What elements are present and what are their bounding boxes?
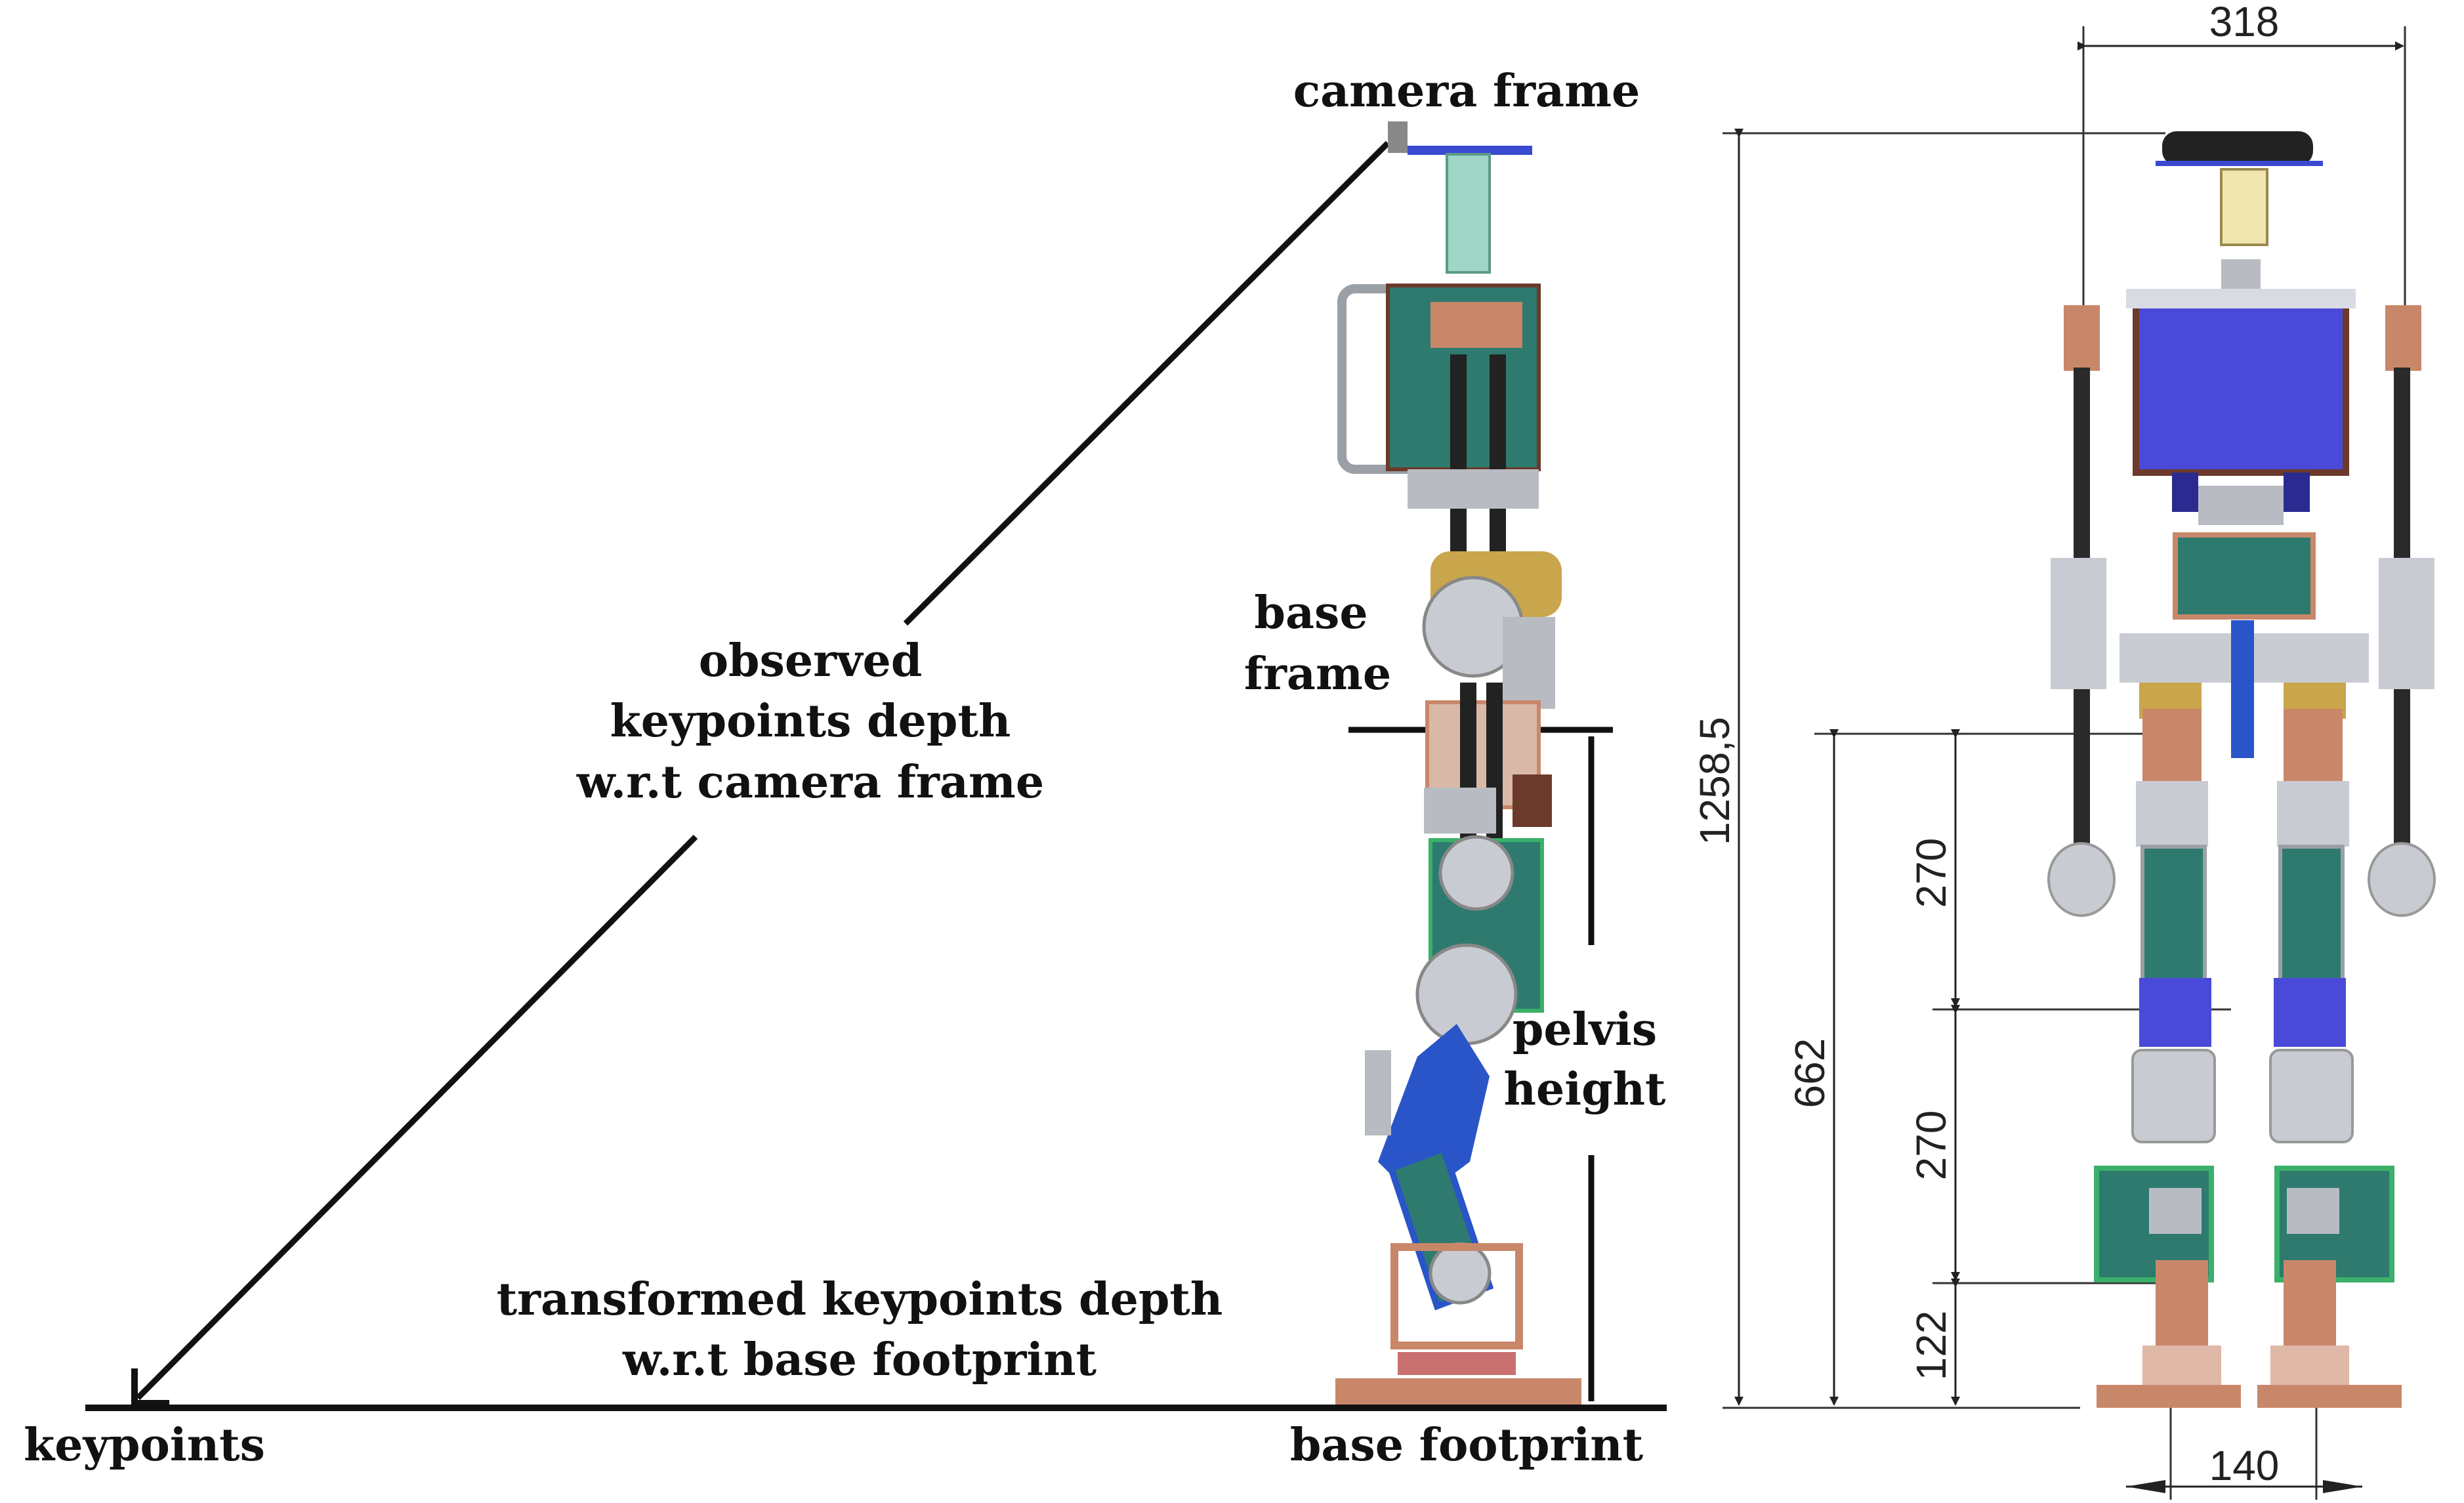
observed-ray-upper — [903, 140, 1390, 626]
pelvis-height-label-1: pelvis — [1513, 1004, 1657, 1056]
base-frame-label-2: frame — [1244, 648, 1391, 700]
dim-122: 122 — [1908, 1311, 1955, 1381]
side-view: camera frame observed keypoints depth w.… — [24, 65, 1667, 1471]
keypoints-label: keypoints — [24, 1419, 265, 1471]
transformed-label-1: transformed keypoints depth — [497, 1273, 1223, 1326]
dim-662: 662 — [1786, 1038, 1833, 1109]
ray-arrow-head — [131, 1368, 169, 1407]
dim-270-upper: 270 — [1908, 838, 1955, 908]
front-view: 318 1258,5 662 270 270 122 140 — [1691, 0, 2436, 1500]
dim-140: 140 — [2209, 1442, 2280, 1489]
observed-label-3: w.r.t camera frame — [576, 756, 1044, 809]
pelvis-height-label-2: height — [1504, 1063, 1667, 1116]
robot-front-view — [2047, 131, 2436, 1408]
robot-side-view — [1335, 121, 1581, 1405]
dim-270-lower: 270 — [1908, 1111, 1955, 1181]
dim-318: 318 — [2209, 0, 2280, 45]
dim-1258-5: 1258,5 — [1691, 717, 1738, 845]
base-frame-label-1: base — [1254, 587, 1368, 639]
base-footprint-label: base footprint — [1290, 1419, 1644, 1471]
camera-frame-label: camera frame — [1293, 65, 1640, 117]
observed-label-2: keypoints depth — [610, 695, 1011, 748]
observed-ray-lower — [135, 834, 698, 1401]
transformed-label-2: w.r.t base footprint — [622, 1334, 1097, 1386]
observed-label-1: observed — [699, 635, 923, 687]
